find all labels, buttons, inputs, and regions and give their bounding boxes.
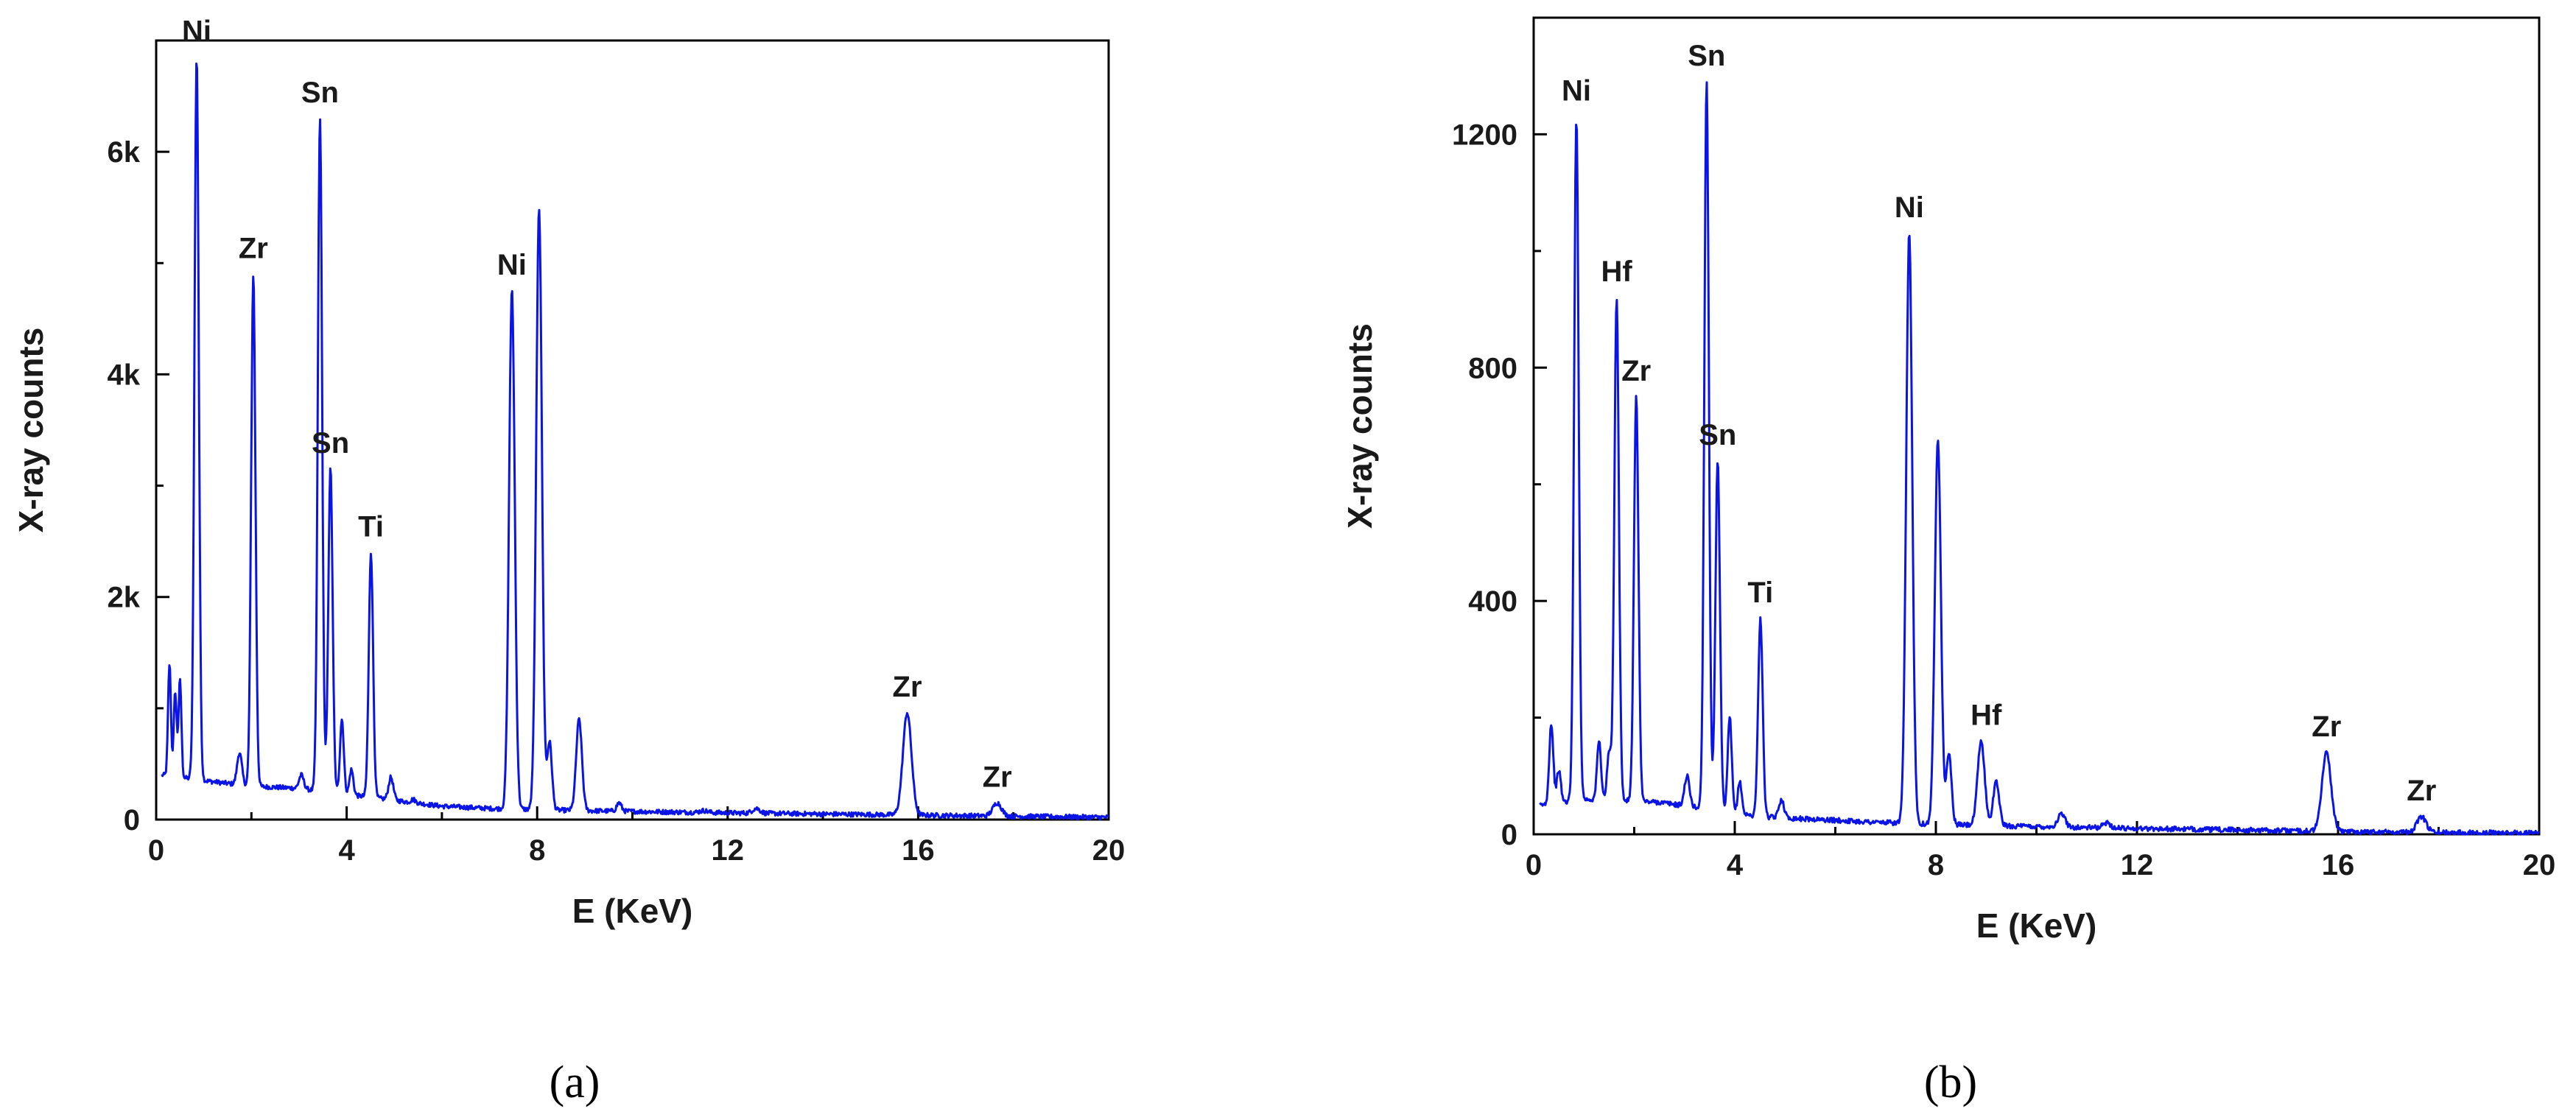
peak-label: Zr — [239, 232, 268, 264]
chart-panel-b: 0 4 8 12 16 20 0 400 800 1200 E (KeV) X-ray counts N… — [1341, 16, 2556, 1107]
x-axis-title: E (KeV) — [1976, 906, 2097, 945]
x-axis-title: E (KeV) — [572, 892, 693, 930]
peak-label: Zr — [983, 761, 1012, 793]
panel-label: (b) — [1924, 1057, 1977, 1107]
peak-label: Ti — [1747, 577, 1773, 609]
plot-frame — [1532, 16, 2541, 836]
peak-label: Sn — [301, 77, 339, 109]
y-tick-label: 0 — [1501, 819, 1517, 851]
x-tick-label: 12 — [2121, 849, 2154, 881]
x-tick-label: 0 — [1526, 849, 1542, 881]
x-tick-label: 8 — [529, 834, 545, 867]
peak-label: Ni — [182, 15, 211, 48]
plot-frame — [155, 39, 1110, 821]
peak-label: Ti — [358, 510, 384, 543]
peak-label: Zr — [893, 671, 922, 703]
peak-label: Hf — [1601, 256, 1633, 288]
y-axis-title: X-ray counts — [12, 328, 50, 533]
y-tick-label: 1200 — [1452, 119, 1517, 151]
y-tick-label: 4k — [108, 359, 141, 391]
x-tick-label: 16 — [902, 834, 935, 867]
x-tick-label: 0 — [148, 834, 164, 867]
y-axis-title: X-ray counts — [1341, 323, 1379, 529]
x-tick-label: 20 — [1092, 834, 1126, 867]
spectrum-line — [161, 62, 1109, 821]
x-tick-label: 8 — [1928, 849, 1944, 881]
y-tick-label: 0 — [124, 804, 140, 837]
x-tick-label: 4 — [1727, 849, 1744, 881]
peak-label: Ni — [1562, 75, 1591, 108]
peak-label: Hf — [1970, 699, 2002, 731]
peak-label: Sn — [1688, 40, 1725, 72]
x-tick-label: 20 — [2523, 849, 2556, 881]
peak-label: Sn — [312, 427, 349, 459]
panel-label: (a) — [550, 1057, 600, 1107]
peak-label: Zr — [2312, 711, 2341, 743]
y-tick-label: 6k — [108, 136, 141, 169]
x-tick-label: 16 — [2322, 849, 2355, 881]
chart-panel-a: 0 4 8 12 16 20 0 2k 4k 6k E (KeV) X-ray counts Ni Sn Z… — [12, 15, 1125, 1107]
y-tick-label: 800 — [1468, 352, 1517, 384]
y-tick-label: 400 — [1468, 585, 1517, 618]
peak-label: Ni — [1895, 191, 1924, 224]
peak-label: Zr — [2407, 775, 2436, 807]
spectrum-line — [1539, 81, 2541, 836]
peak-label: Sn — [1699, 419, 1736, 451]
y-tick-label: 2k — [108, 582, 141, 614]
x-tick-label: 4 — [338, 834, 355, 867]
x-tick-label: 12 — [712, 834, 745, 867]
peak-label: Zr — [1621, 355, 1651, 387]
peak-label: Ni — [497, 249, 527, 281]
